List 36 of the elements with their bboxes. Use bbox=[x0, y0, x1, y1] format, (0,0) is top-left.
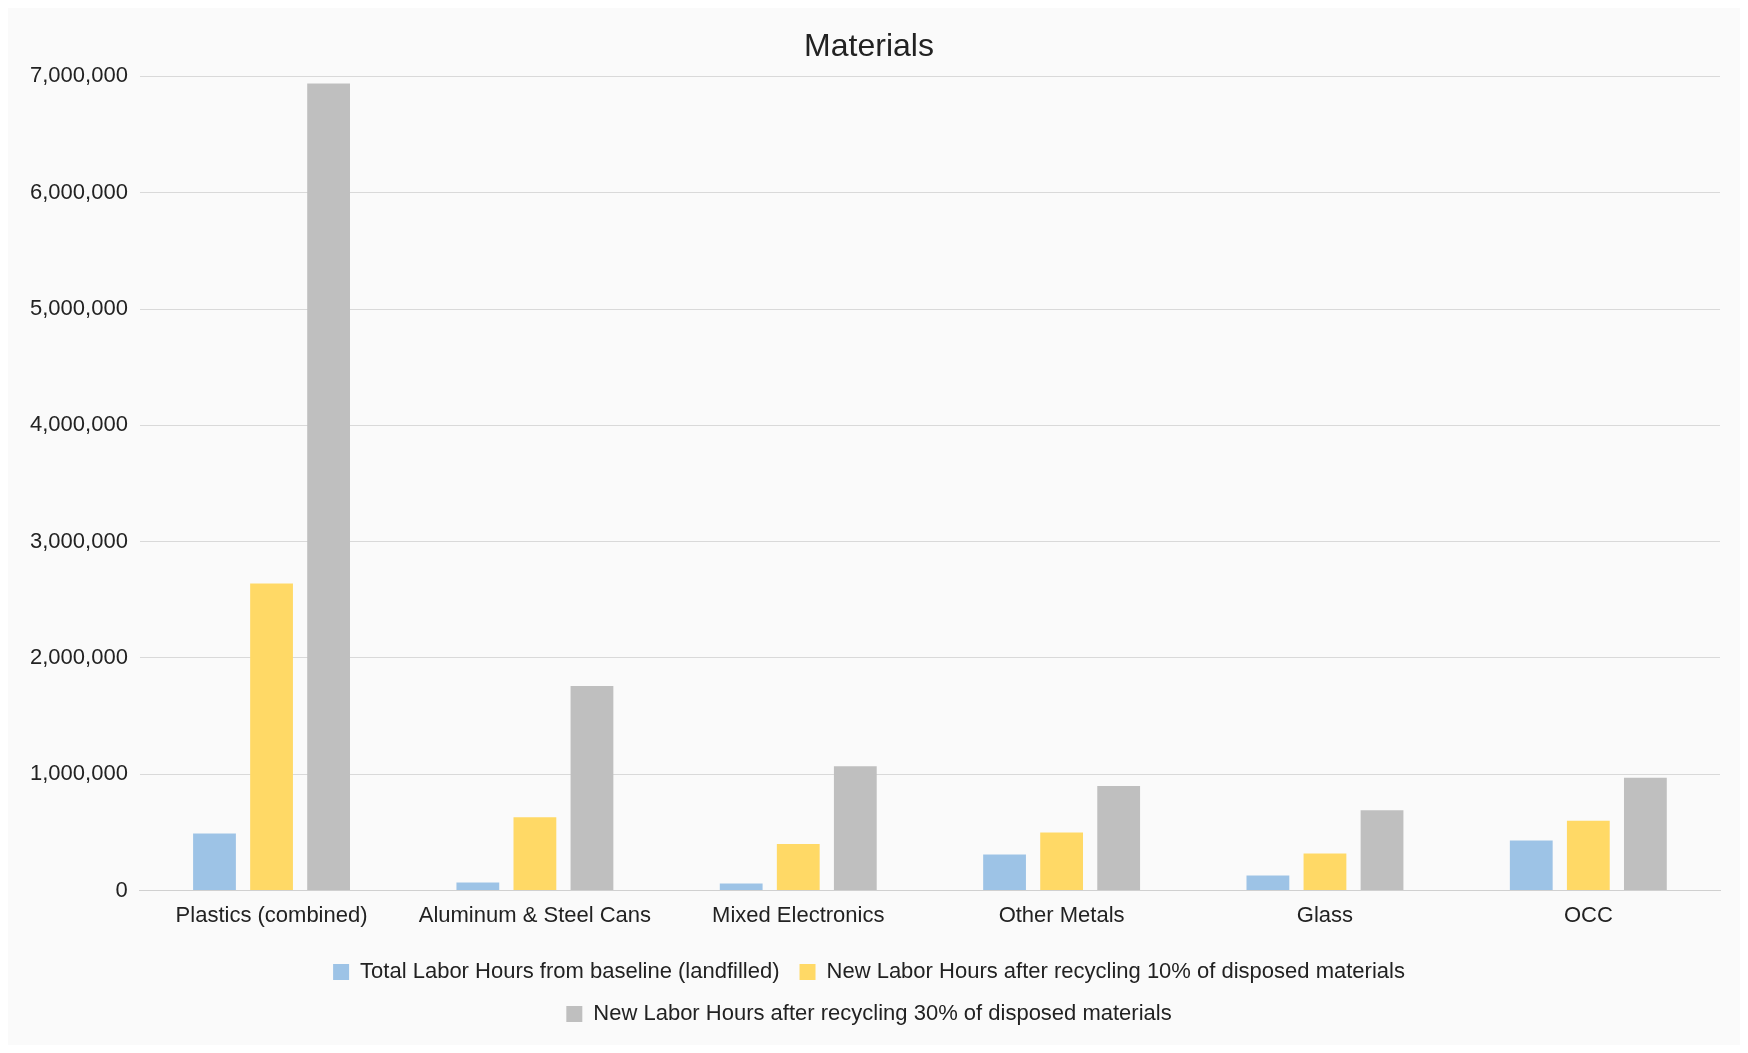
x-tick-label: Other Metals bbox=[998, 901, 1125, 927]
bar bbox=[1509, 840, 1553, 891]
y-tick-label: 0 bbox=[115, 876, 128, 902]
bar bbox=[983, 854, 1026, 891]
bar bbox=[1360, 810, 1404, 891]
legend-label: New Labor Hours after recycling 10% of disposed materials bbox=[826, 958, 1405, 984]
bar bbox=[776, 844, 820, 891]
bar bbox=[1566, 820, 1610, 891]
y-tick-label: 7,000,000 bbox=[30, 62, 128, 88]
bar bbox=[1040, 832, 1084, 891]
y-tick-label: 6,000,000 bbox=[30, 178, 128, 204]
x-tick-label: Glass bbox=[1296, 901, 1354, 927]
legend-label: New Labor Hours after recycling 30% of disposed materials bbox=[593, 1000, 1172, 1026]
bar bbox=[513, 817, 557, 891]
x-tick-label: OCC bbox=[1563, 901, 1613, 927]
y-tick-label: 3,000,000 bbox=[30, 527, 128, 553]
x-tick-label: Mixed Electronics bbox=[712, 901, 885, 927]
x-tick-label: Aluminum & Steel Cans bbox=[418, 901, 652, 927]
bar bbox=[456, 882, 500, 891]
bar bbox=[719, 883, 763, 891]
y-tick-label: 4,000,000 bbox=[30, 411, 128, 437]
bar bbox=[1097, 785, 1141, 891]
bar bbox=[250, 583, 293, 891]
bar bbox=[1303, 853, 1347, 891]
y-tick-label: 1,000,000 bbox=[30, 760, 128, 786]
bar bbox=[833, 766, 877, 891]
chart-title: Materials bbox=[804, 27, 934, 64]
bar bbox=[570, 685, 614, 891]
bar bbox=[193, 833, 236, 891]
bar bbox=[1623, 777, 1667, 891]
x-tick-label: Plastics (combined) bbox=[175, 901, 368, 927]
y-tick-label: 5,000,000 bbox=[30, 295, 128, 321]
bar bbox=[307, 83, 351, 891]
legend-label: Total Labor Hours from baseline (landfilled) bbox=[360, 958, 780, 984]
y-tick-label: 2,000,000 bbox=[30, 644, 128, 670]
bar bbox=[1246, 875, 1290, 891]
